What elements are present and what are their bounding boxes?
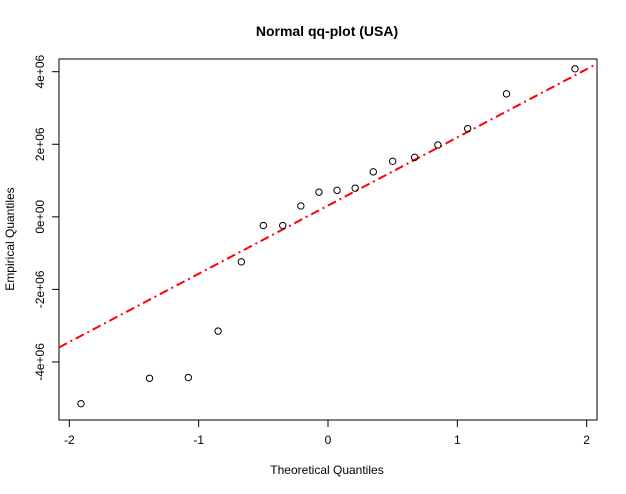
data-point-3	[214, 327, 222, 335]
data-point-9	[333, 186, 341, 195]
data-point-12	[388, 157, 397, 166]
data-point-13	[410, 153, 419, 162]
data-point-7	[297, 202, 305, 210]
x-tick-label-1: -1	[193, 433, 204, 447]
x-tick-label-3: 1	[454, 433, 461, 447]
y-axis-label: Empirical Quantiles	[3, 187, 17, 290]
data-point-6	[279, 221, 287, 230]
data-point-14	[434, 141, 442, 149]
chart-title: Normal qq-plot (USA)	[256, 23, 398, 39]
data-point-17	[571, 65, 579, 73]
plot-frame	[58, 58, 598, 421]
data-point-1	[145, 374, 154, 382]
x-tick-label-4: 2	[583, 433, 590, 447]
data-point-2	[184, 373, 193, 382]
data-point-8	[315, 188, 323, 196]
y-tick-label-0: -4e+06	[33, 343, 47, 381]
y-tick-label-3: 2e+06	[33, 127, 47, 161]
y-tick-label-1: -2e+06	[33, 270, 47, 308]
y-axis: -4e+06 -2e+06 0e+00 2e+06 4e+06	[33, 55, 59, 381]
data-point-16	[502, 90, 511, 98]
x-tick-label-2: 0	[325, 433, 332, 447]
data-point-4	[237, 258, 246, 266]
y-tick-label-2: 0e+00	[33, 200, 47, 234]
data-point-10	[351, 184, 359, 192]
data-point-11	[369, 168, 377, 176]
x-axis-label: Theoretical Quantiles	[270, 463, 383, 477]
data-point-5	[259, 221, 268, 230]
x-axis: -2 -1 0 1 2	[64, 420, 590, 447]
data-point-0	[77, 399, 85, 408]
x-tick-label-0: -2	[64, 433, 75, 447]
y-tick-label-4: 4e+06	[33, 55, 47, 89]
reference-line	[59, 62, 597, 349]
data-point-15	[463, 124, 472, 133]
